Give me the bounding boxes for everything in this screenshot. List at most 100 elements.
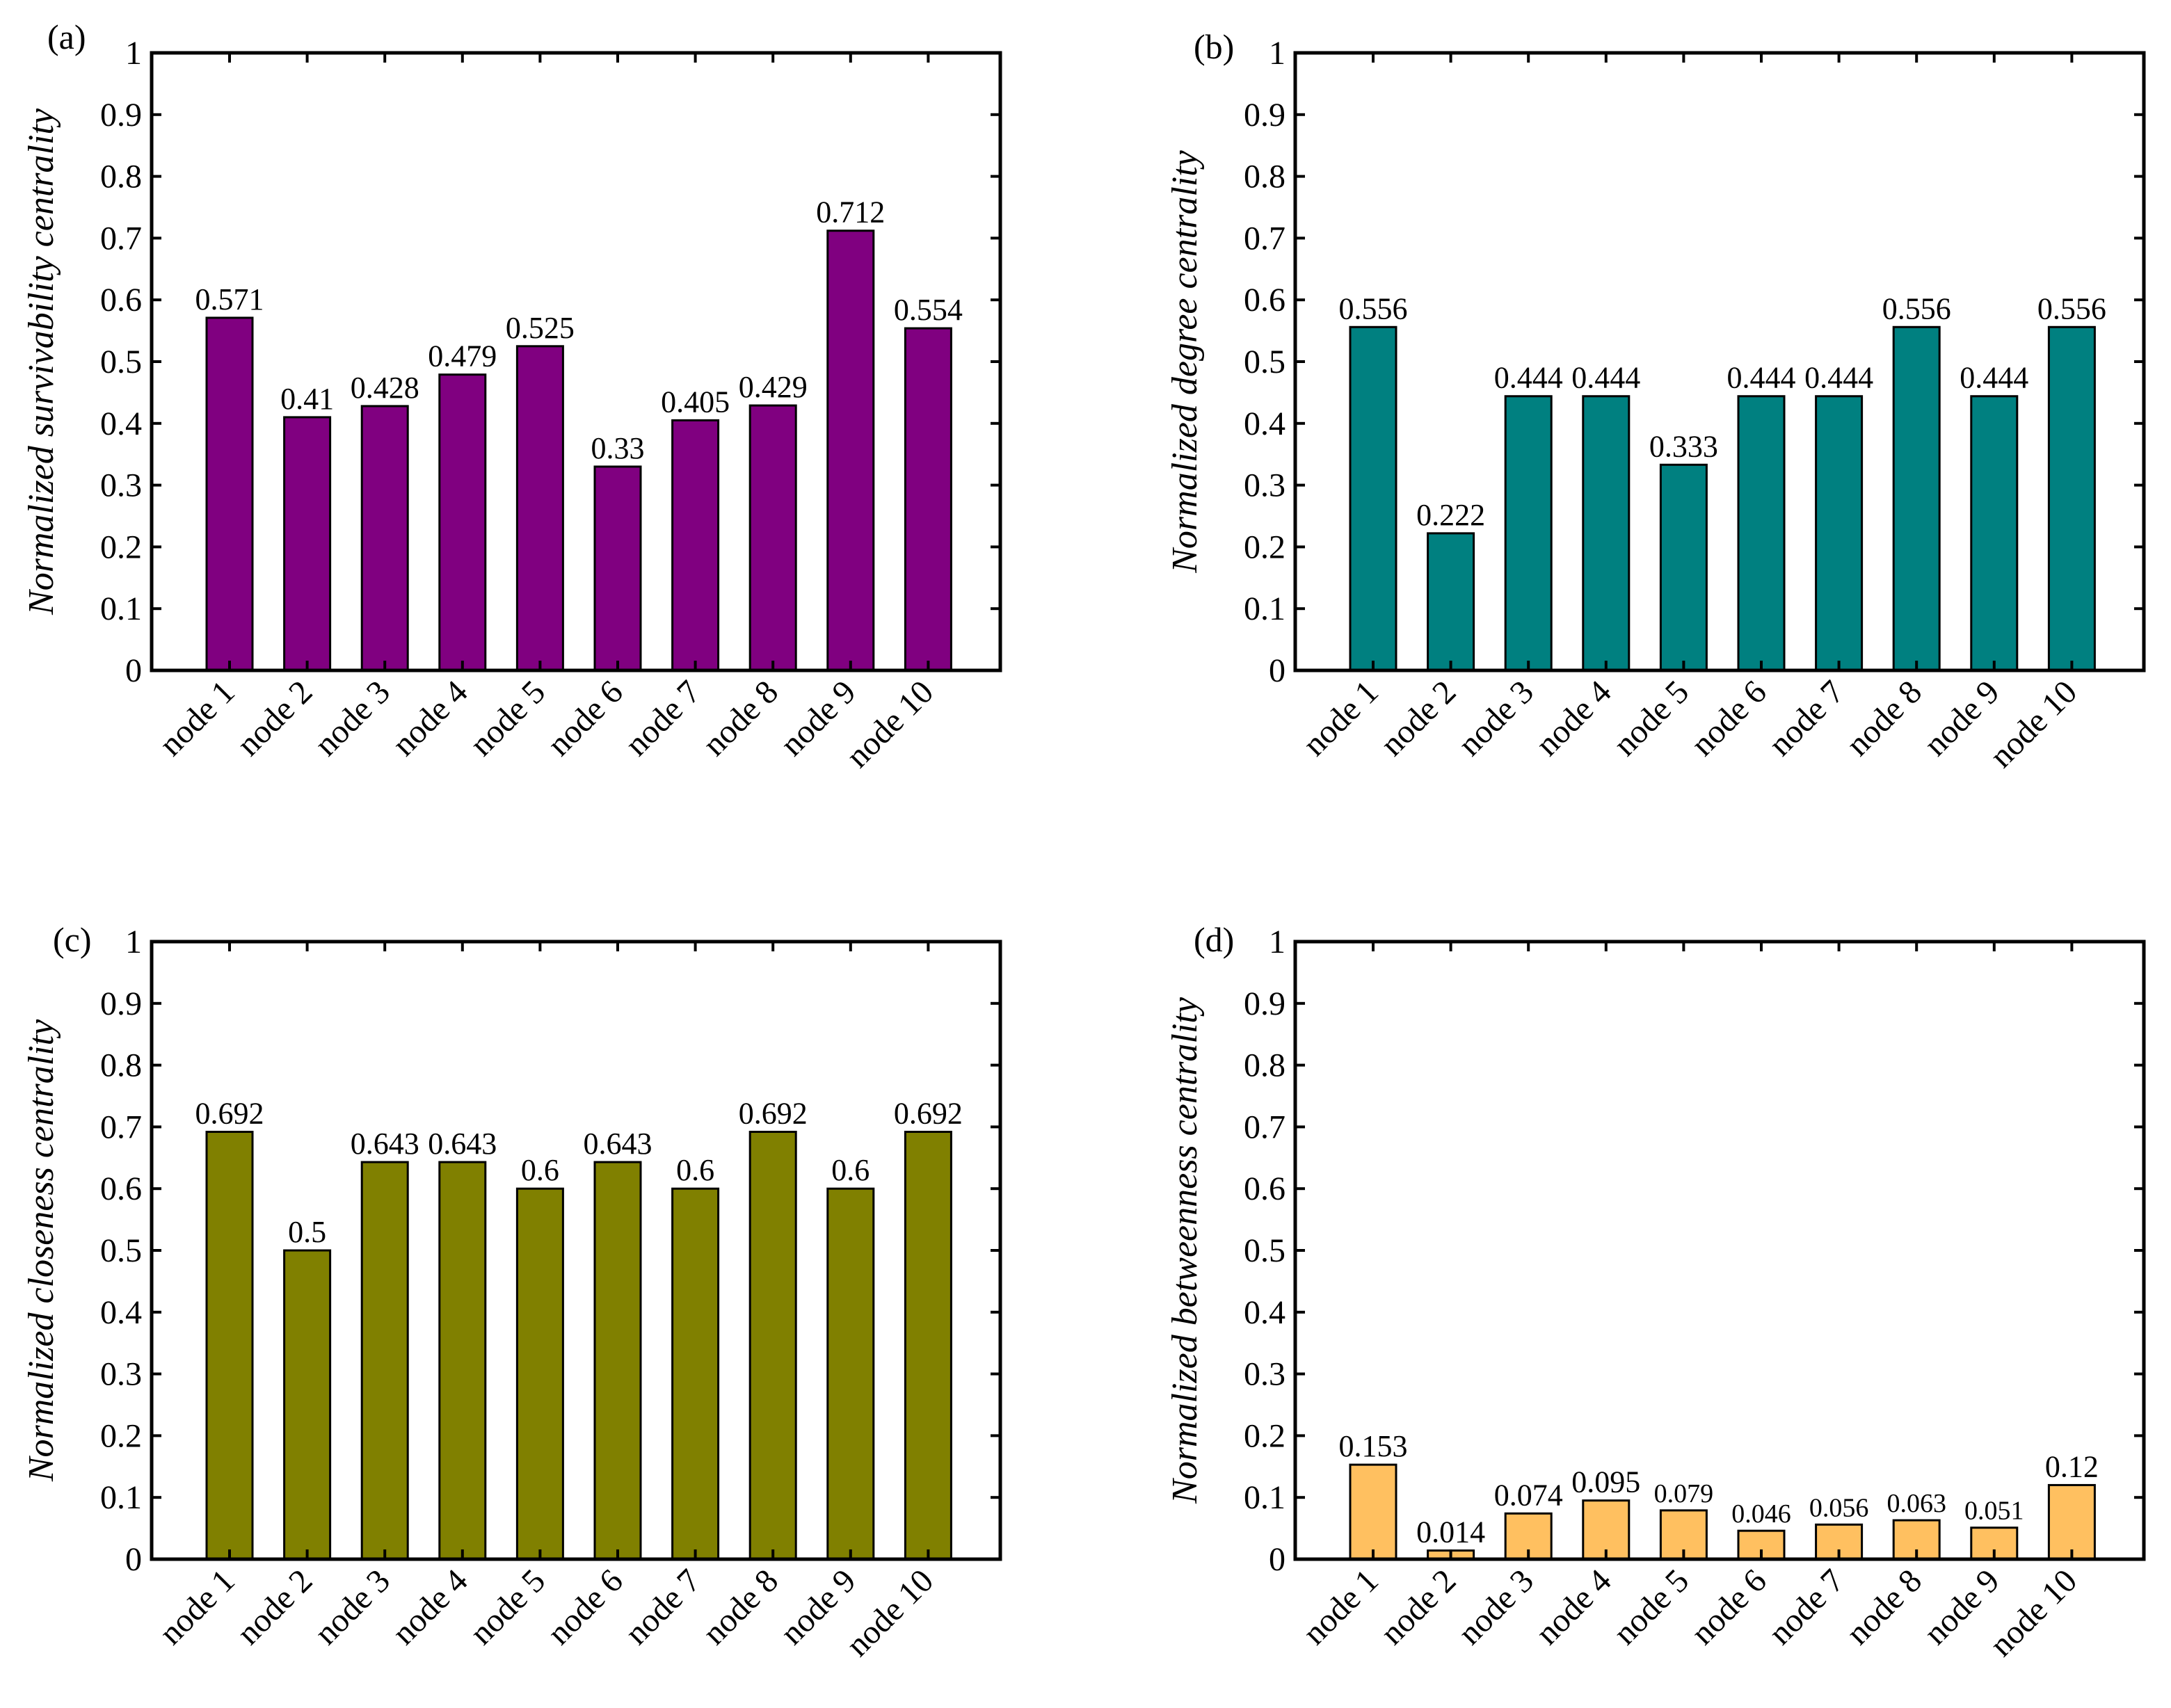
bar — [515, 1187, 564, 1561]
bar — [1504, 395, 1553, 672]
y-tick-label: 0.2 — [100, 1417, 142, 1454]
panel-label: (b) — [1194, 27, 1234, 66]
x-tick-label: node 5 — [1606, 1562, 1696, 1652]
x-tick-label: node 2 — [1373, 673, 1463, 763]
bar-value-label: 0.405 — [661, 385, 730, 419]
bar-value-label: 0.41 — [280, 382, 334, 416]
bar-value-label: 0.712 — [816, 195, 885, 229]
bar — [360, 1161, 409, 1561]
bar-value-label: 0.692 — [195, 1097, 264, 1131]
x-tick-label: node 6 — [540, 1562, 630, 1652]
bar — [205, 1131, 254, 1561]
bar-value-label: 0.525 — [506, 311, 575, 345]
y-tick-label: 0 — [1269, 652, 1285, 689]
x-tick-label: node 4 — [1529, 673, 1619, 763]
y-tick-label: 0.8 — [1244, 1047, 1285, 1084]
x-tick-label: node 5 — [463, 673, 552, 763]
x-tick-label: node 1 — [1296, 673, 1386, 763]
x-tick-label: node 4 — [385, 1562, 475, 1652]
y-tick-label: 0.8 — [1244, 159, 1285, 195]
x-tick-label: node 1 — [1296, 1562, 1386, 1652]
bar — [904, 327, 952, 672]
y-tick-label: 0.1 — [1244, 1479, 1285, 1516]
bar-value-label: 0.428 — [351, 371, 419, 405]
bar-value-label: 0.444 — [1571, 361, 1640, 395]
y-tick-label: 0 — [125, 1541, 142, 1578]
y-tick-label: 0.1 — [100, 1479, 142, 1516]
bar — [1815, 1523, 1864, 1561]
bar — [1582, 1499, 1631, 1561]
y-axis-title: Normalized survivability centrality — [22, 108, 61, 615]
y-tick-label: 0.7 — [100, 220, 142, 257]
bar-value-label: 0.556 — [1339, 291, 1408, 325]
bar-value-label: 0.5 — [288, 1215, 326, 1249]
x-tick-label: node 10 — [839, 1562, 940, 1663]
bar-value-label: 0.153 — [1339, 1429, 1408, 1463]
bar-value-label: 0.12 — [2045, 1449, 2099, 1483]
bar-value-label: 0.33 — [591, 431, 645, 465]
bar — [748, 1131, 797, 1561]
bar-value-label: 0.056 — [1809, 1493, 1869, 1522]
bar-value-label: 0.079 — [1654, 1479, 1714, 1508]
bar — [2047, 1483, 2096, 1561]
bar-value-label: 0.444 — [1960, 361, 2028, 395]
bar — [1349, 325, 1397, 672]
y-tick-label: 0.8 — [100, 1047, 142, 1084]
bar-value-label: 0.556 — [1882, 291, 1951, 325]
y-axis-title: Normalized closeness centrality — [22, 1019, 61, 1482]
x-tick-label: node 1 — [152, 673, 242, 763]
x-tick-label: node 2 — [230, 1562, 319, 1652]
bar-value-label: 0.444 — [1494, 361, 1563, 395]
y-tick-label: 0.9 — [100, 985, 142, 1022]
y-tick-label: 0.5 — [100, 1232, 142, 1269]
bar — [283, 1249, 332, 1561]
y-tick-label: 0.6 — [100, 1170, 142, 1207]
bar — [1659, 463, 1708, 672]
x-tick-label: node 7 — [1761, 673, 1851, 763]
bar-value-label: 0.692 — [739, 1097, 808, 1131]
y-tick-label: 1 — [125, 35, 142, 72]
x-tick-label: node 5 — [1606, 673, 1696, 763]
y-tick-label: 0.3 — [1244, 1356, 1285, 1393]
y-tick-label: 0.3 — [100, 467, 142, 504]
bar — [1892, 325, 1941, 672]
x-tick-label: node 4 — [1529, 1562, 1619, 1652]
bar — [1737, 395, 1786, 672]
bar — [2047, 325, 2096, 672]
y-tick-label: 0.9 — [100, 97, 142, 134]
bar — [593, 1161, 642, 1561]
panel-label: (c) — [53, 920, 92, 959]
bar-value-label: 0.479 — [428, 339, 497, 373]
bar — [360, 405, 409, 672]
bar-value-label: 0.6 — [676, 1153, 714, 1187]
bar — [1970, 395, 2019, 672]
y-tick-label: 0 — [125, 652, 142, 689]
bar-value-label: 0.643 — [428, 1127, 497, 1161]
panel-label: (d) — [1194, 920, 1234, 959]
y-tick-label: 0.2 — [1244, 1417, 1285, 1454]
y-tick-label: 1 — [1269, 35, 1285, 72]
x-tick-label: node 3 — [1451, 673, 1541, 763]
x-tick-label: node 6 — [540, 673, 630, 763]
bar-value-label: 0.051 — [1964, 1497, 2024, 1526]
x-tick-label: node 2 — [230, 673, 319, 763]
bar-value-label: 0.444 — [1727, 361, 1796, 395]
bar-value-label: 0.6 — [831, 1153, 870, 1187]
y-tick-label: 0.5 — [1244, 344, 1285, 380]
x-tick-label: node 8 — [696, 673, 785, 763]
y-tick-label: 0.7 — [100, 1109, 142, 1145]
x-tick-label: node 8 — [1839, 1562, 1929, 1652]
y-tick-label: 0.6 — [1244, 282, 1285, 319]
bar — [671, 1187, 720, 1561]
bar — [1815, 395, 1864, 672]
bar-value-label: 0.643 — [584, 1127, 652, 1161]
bar-value-label: 0.333 — [1649, 429, 1718, 463]
x-tick-label: node 2 — [1373, 1562, 1463, 1652]
x-tick-label: node 3 — [307, 1562, 397, 1652]
bar-value-label: 0.571 — [195, 282, 264, 316]
y-tick-label: 0.6 — [100, 282, 142, 319]
y-tick-label: 0.8 — [100, 159, 142, 195]
x-tick-label: node 4 — [385, 673, 475, 763]
